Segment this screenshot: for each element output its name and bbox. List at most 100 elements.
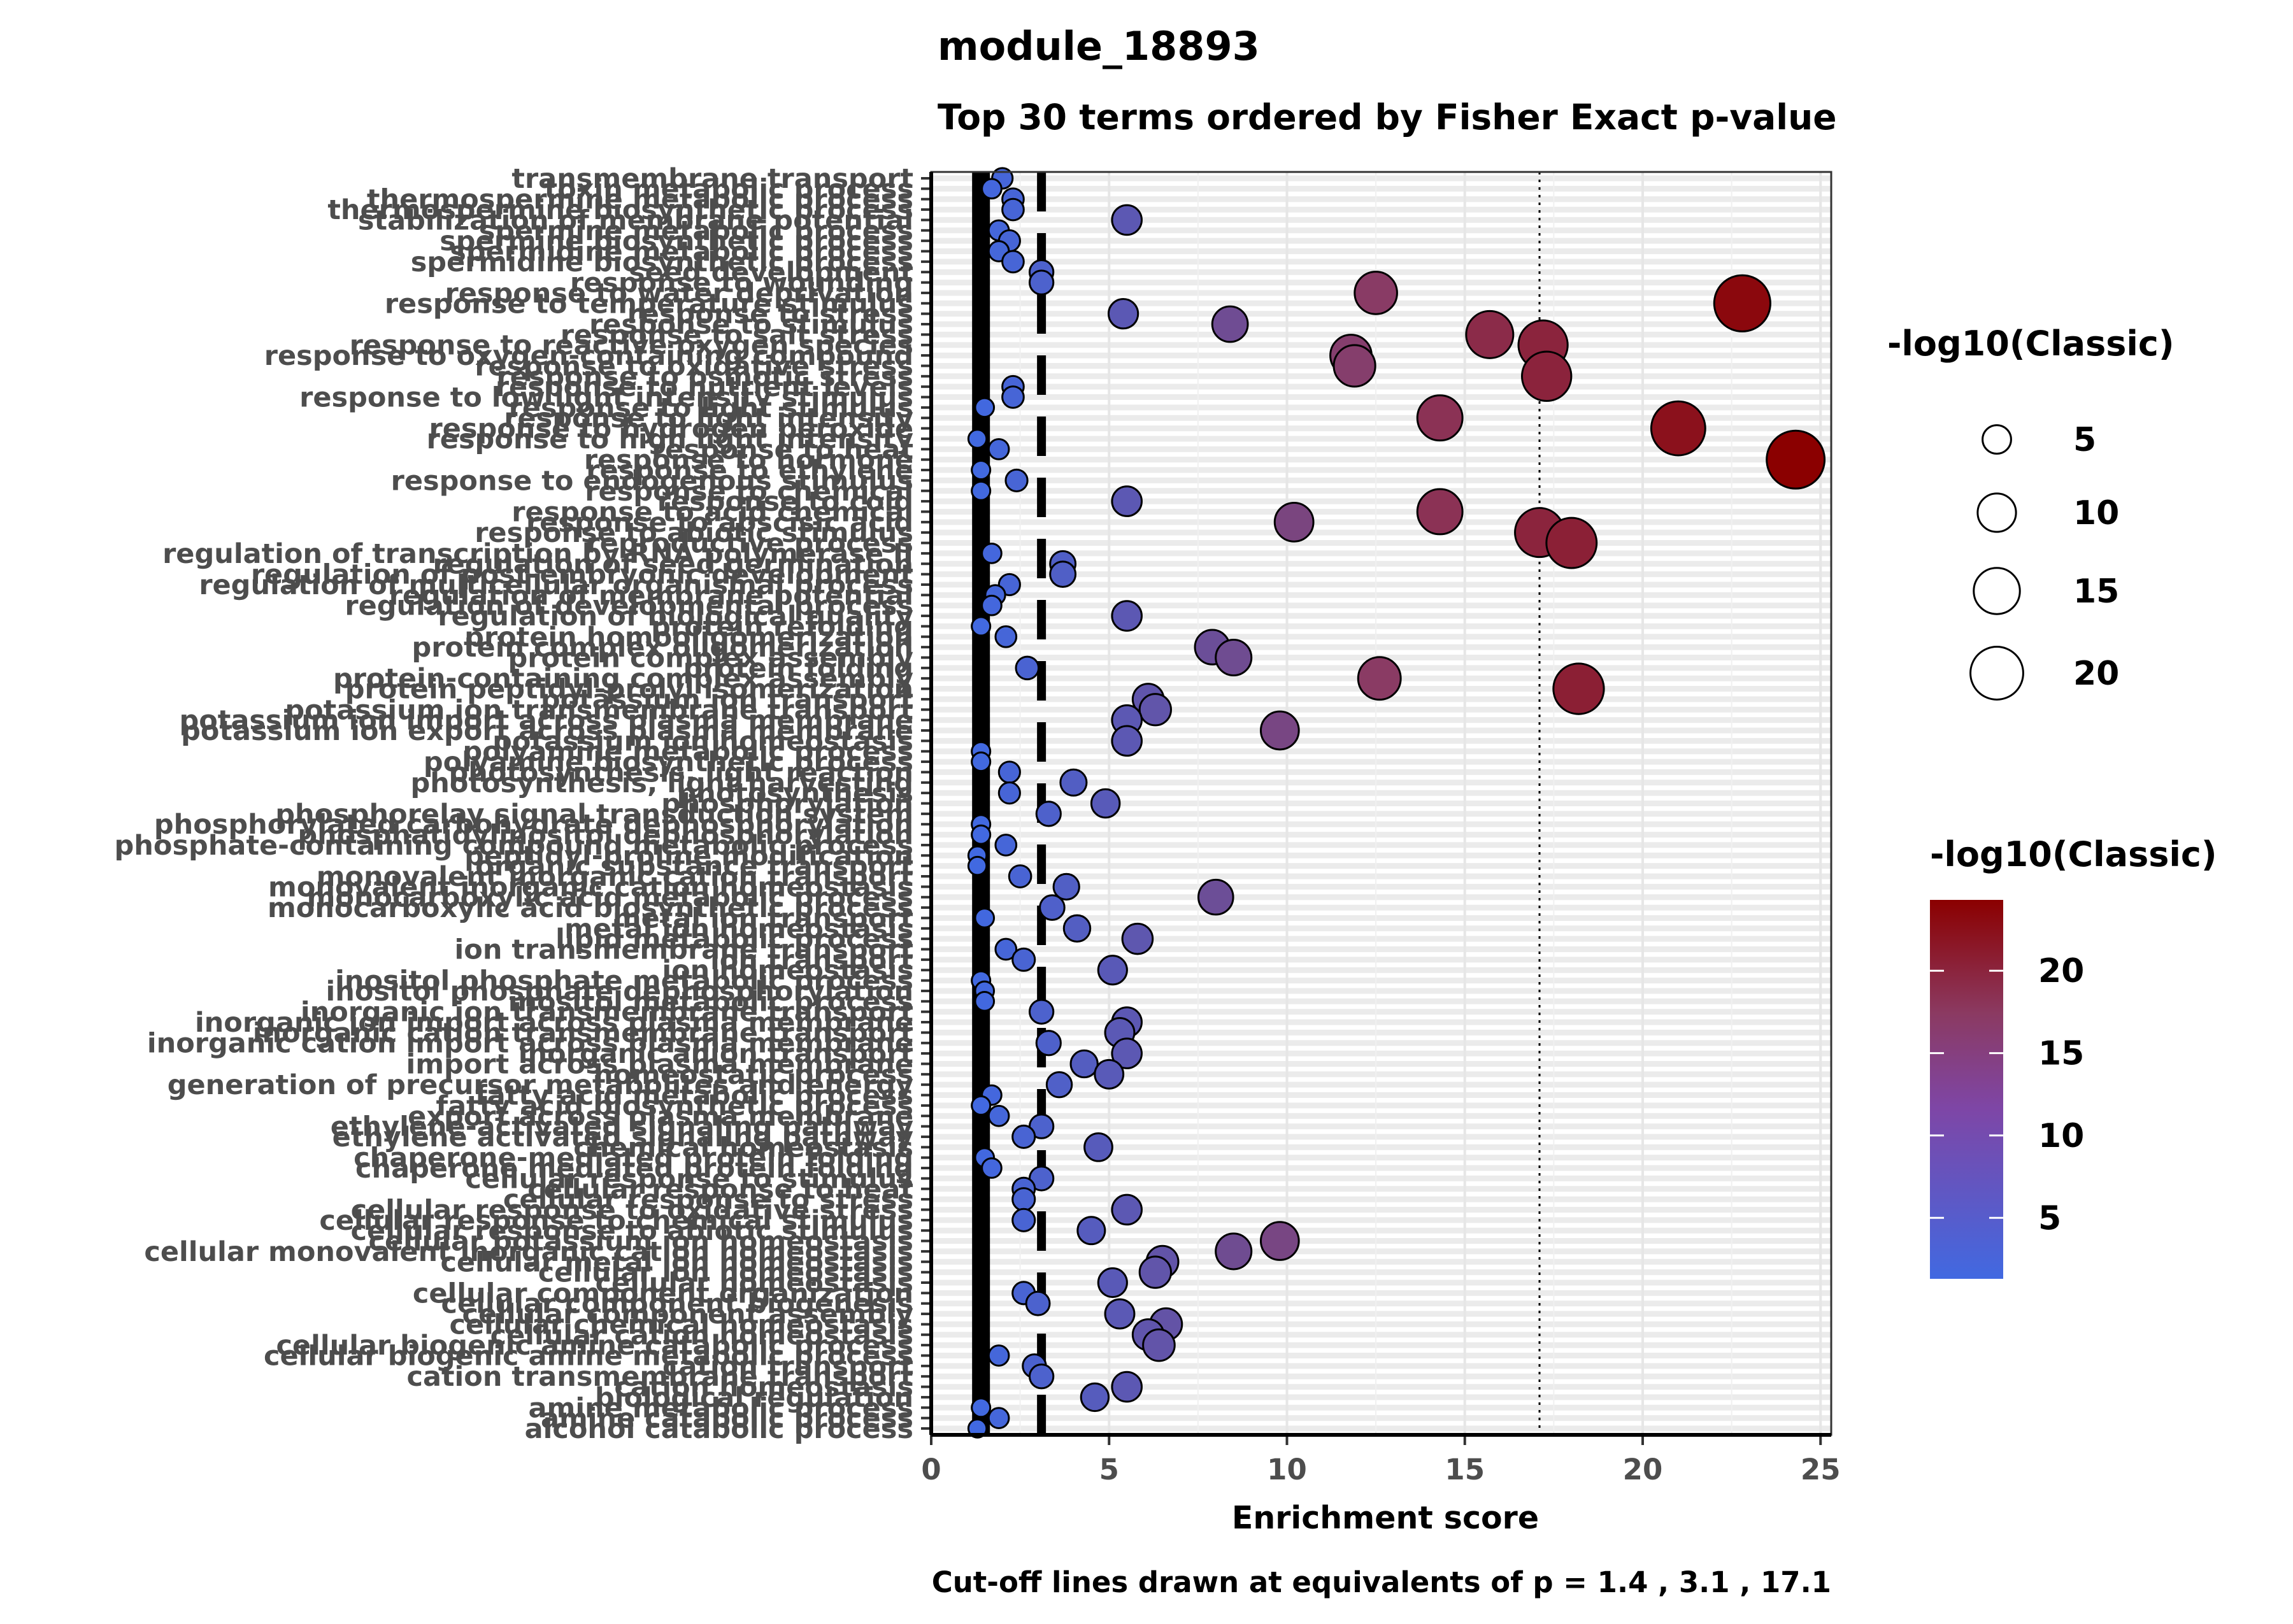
- data-point: [1090, 788, 1121, 819]
- y-tick-label: protein complex assembly: [508, 642, 913, 674]
- colorbar-label: 15: [2038, 1035, 2084, 1073]
- size-legend-key: [1973, 567, 2021, 615]
- data-point: [981, 178, 1003, 200]
- y-tick-label: cation transmembrane transport: [407, 1361, 914, 1393]
- size-legend: -log10(Classic) 5 10 15 20: [1887, 324, 2175, 701]
- y-tick-label: ethylene-activated signaling pathway: [331, 1111, 913, 1143]
- data-point: [1011, 1124, 1036, 1150]
- data-point: [1097, 955, 1128, 986]
- y-tick-label: response to abiotic stimulus: [475, 517, 913, 549]
- y-tick-label: cellular response to heat: [527, 1174, 913, 1206]
- data-point: [1049, 560, 1077, 588]
- y-tick-label: inositol metabolic process: [508, 986, 913, 1018]
- data-point: [994, 625, 1018, 648]
- data-point: [1142, 1328, 1176, 1362]
- data-point: [1097, 1267, 1128, 1299]
- data-point: [1011, 1207, 1036, 1232]
- data-point: [1197, 878, 1234, 916]
- data-point: [994, 937, 1018, 961]
- y-tick-label: cellular potassium ion homeostasis: [368, 1226, 913, 1258]
- y-tick-label: response to heat: [652, 434, 913, 466]
- y-tick-label: protein folding: [683, 653, 913, 685]
- y-tick-label: photosynthesis, light reaction: [448, 757, 913, 788]
- data-point: [1001, 250, 1025, 274]
- data-point: [971, 480, 992, 501]
- data-point: [974, 991, 996, 1012]
- y-tick-label: response to osmotic stress: [496, 361, 913, 393]
- data-point: [971, 1397, 992, 1418]
- y-tick-label: cellular response to oxidative stress: [351, 1194, 913, 1226]
- size-legend-label: 5: [2073, 421, 2096, 459]
- y-tick-label: generation of precursor metabolites and …: [168, 1069, 913, 1101]
- y-tick-label: inorganic anion transport: [518, 1038, 913, 1070]
- y-tick-label: response to water deprivation: [445, 278, 914, 310]
- y-tick-label: thermospermine biosynthetic process: [327, 194, 913, 226]
- data-point: [974, 397, 996, 418]
- y-tick-label: response to reactive oxygen species: [350, 330, 913, 362]
- data-point: [987, 438, 1010, 460]
- y-tick-label: potassium ion transmembrane transport: [285, 694, 913, 726]
- y-tick-label: response to stimulus: [589, 309, 913, 341]
- data-point: [1138, 693, 1173, 727]
- data-point: [971, 1095, 992, 1116]
- data-point: [1111, 725, 1143, 757]
- y-tick-label: seed development: [629, 257, 913, 288]
- y-tick-label: response to high light intensity: [427, 424, 913, 455]
- y-tick-label: cellular homeostasis: [596, 1267, 913, 1299]
- y-tick-label: monovalent inorganic cation transport: [317, 861, 913, 893]
- y-tick-label: response to temperature stimulus: [385, 288, 913, 320]
- y-tick-label: inositol phosphate metabolic process: [335, 965, 913, 997]
- y-tick-label: response to wounding: [570, 267, 913, 299]
- data-point: [987, 1407, 1010, 1429]
- data-point: [1015, 655, 1040, 681]
- y-tick-label: ion transmembrane transport: [455, 934, 913, 966]
- y-tick-label: inorganic cation import across plasma me…: [147, 1028, 913, 1060]
- data-point: [1552, 662, 1605, 715]
- colorbar-label: 5: [2038, 1199, 2061, 1237]
- y-tick-label: phosphatidylinositol dephosphorylation: [297, 820, 913, 851]
- y-tick-label: amine catabolic process: [541, 1403, 913, 1435]
- y-tick-label: ethylene activated signaling pathway: [332, 1122, 913, 1153]
- y-tick-label: spermine biosynthetic process: [439, 225, 913, 257]
- y-tick-label: response to light intensity: [504, 402, 913, 434]
- chart-title: module_18893: [938, 23, 1260, 69]
- data-point: [1138, 1255, 1173, 1289]
- y-tick-label: response to low light intensity stimulus: [299, 382, 913, 414]
- y-tick-label: protein-containing complex assembly: [333, 663, 913, 695]
- y-tick-label: cellular response to abiotic stimulus: [351, 1215, 913, 1247]
- y-tick-label: fatty acid biosynthetic process: [436, 1090, 913, 1122]
- y-tick-label: toxin metabolic process: [545, 173, 913, 205]
- y-tick-label: ion homeostasis: [662, 955, 913, 987]
- data-point: [1011, 1187, 1036, 1212]
- y-tick-label: cellular monovalent inorganic cation hom…: [144, 1236, 913, 1268]
- y-tick-label: response to abscisic acid: [526, 507, 913, 539]
- y-tick-label: lipid metabolic process: [555, 923, 913, 955]
- size-legend-key: [1976, 492, 2017, 533]
- y-tick-label: protein peptidyl-prolyl isomerization: [345, 674, 913, 706]
- y-tick-label: protein homooligomerization: [464, 622, 913, 653]
- data-point: [1111, 204, 1143, 236]
- x-tick-label: 5: [1099, 1453, 1119, 1486]
- y-tick-label: cation homeostasis: [614, 1372, 913, 1404]
- y-tick-label: cellular metal ion homeostasis: [440, 1246, 913, 1278]
- data-point: [1076, 1216, 1106, 1246]
- y-tick-label: thermospermine metabolic process: [367, 184, 913, 216]
- x-tick-label: 25: [1801, 1453, 1841, 1486]
- size-legend-label: 20: [2073, 655, 2119, 693]
- y-tick-label: response to cold: [657, 486, 913, 518]
- data-point: [1035, 1030, 1062, 1057]
- data-point: [1332, 344, 1376, 388]
- data-point: [974, 908, 996, 929]
- data-point: [1001, 197, 1025, 222]
- y-tick-label: phosphorylation: [661, 788, 913, 820]
- y-tick-label: regulation of developmental process: [345, 590, 913, 622]
- y-tick-label: chaperone mediated protein folding: [355, 1153, 913, 1185]
- data-point: [987, 1344, 1010, 1367]
- y-tick-label: phosphorylated carbohydrate dephosphoryl…: [154, 809, 913, 841]
- color-legend: -log10(Classic) 5 10 15 20: [1930, 834, 2217, 1279]
- data-point: [1094, 1058, 1125, 1090]
- y-tick-label: cellular component assembly: [462, 1299, 913, 1330]
- y-tick-label: metal ion homeostasis: [564, 913, 913, 945]
